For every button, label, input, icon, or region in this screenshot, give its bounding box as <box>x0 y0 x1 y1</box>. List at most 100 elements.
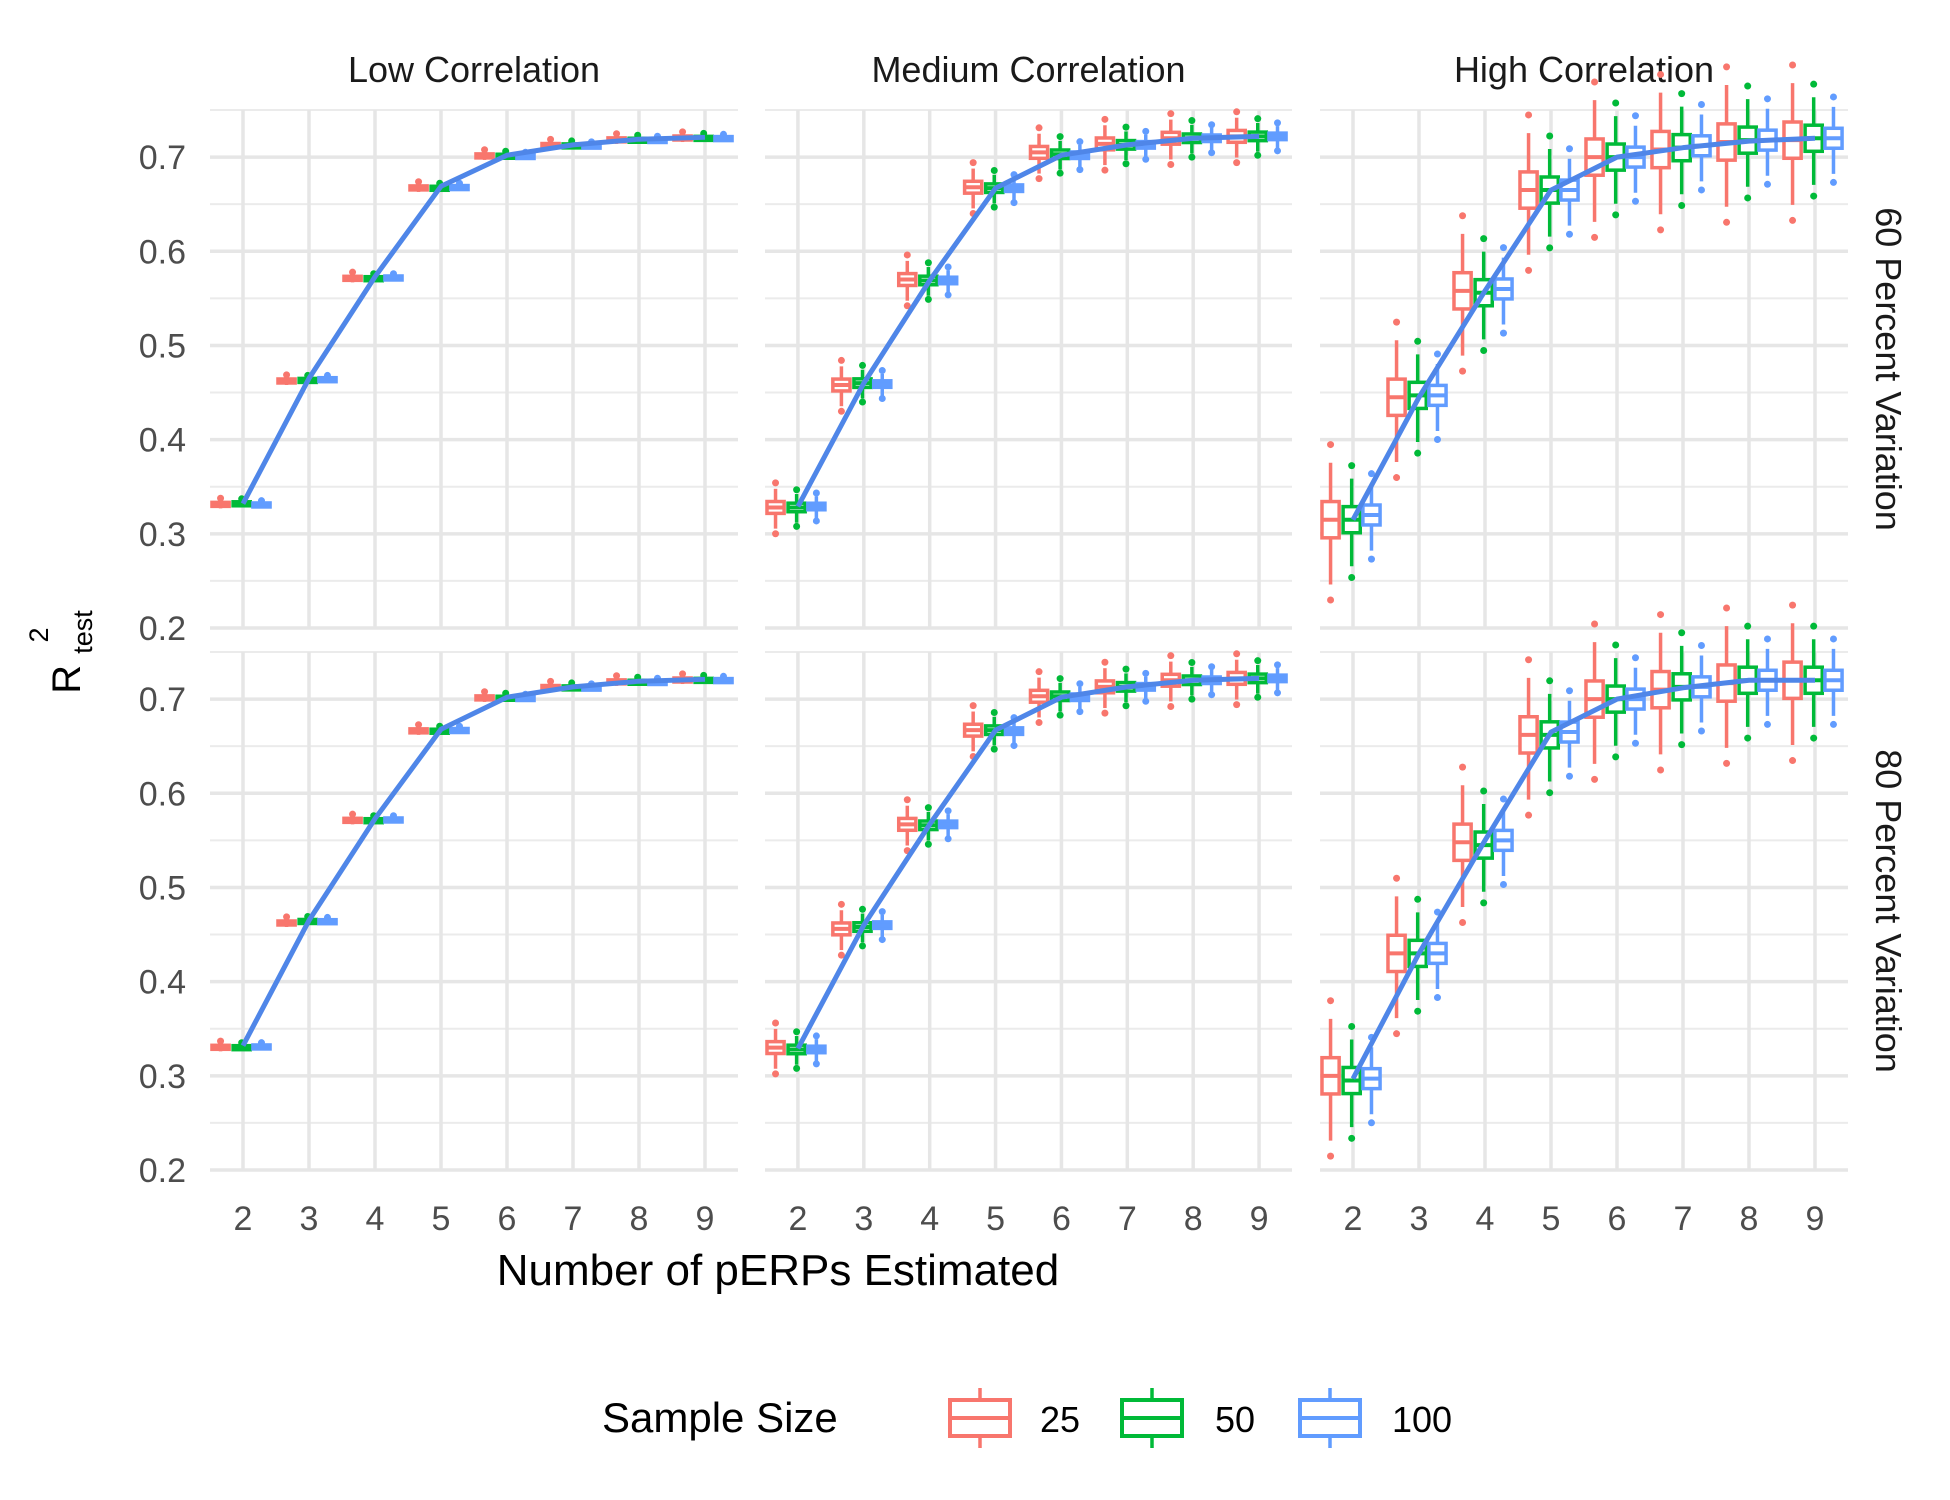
panel-marks-0-2 <box>1320 61 1844 604</box>
outlier-point <box>1565 145 1573 153</box>
box-1-1-4-0 <box>1028 668 1050 727</box>
outlier-point <box>1274 147 1282 155</box>
outlier-point <box>1565 230 1573 238</box>
outlier-point <box>878 936 886 944</box>
outlier-point <box>1657 70 1665 78</box>
outlier-point <box>1763 95 1771 103</box>
outlier-point <box>1142 155 1150 163</box>
outlier-point <box>1393 1030 1401 1038</box>
box-2-1-4-2 <box>1625 654 1646 747</box>
outlier-point <box>1167 161 1175 169</box>
outlier-point <box>837 951 845 959</box>
box-1-0-0-2 <box>806 489 827 525</box>
box-1-1-0-0 <box>765 1019 786 1078</box>
mean-trend-line <box>795 675 1260 1050</box>
x-tick-label: 6 <box>1608 1200 1627 1238</box>
outlier-point <box>415 721 423 729</box>
box-0-0-2-0 <box>342 268 363 283</box>
outlier-point <box>1612 641 1620 649</box>
box-2-1-0-0 <box>1320 997 1341 1160</box>
outlier-point <box>944 835 952 843</box>
outlier-point <box>903 796 911 804</box>
y-tick-label: 0.7 <box>139 681 186 719</box>
outlier-point <box>1546 132 1554 140</box>
outlier-point <box>924 840 932 848</box>
x-tick-label: 3 <box>1410 1200 1429 1238</box>
outlier-point <box>1591 233 1599 241</box>
outlier-point <box>323 913 331 921</box>
outlier-point <box>547 677 555 685</box>
y-tick-label: 0.3 <box>139 1058 186 1096</box>
x-tick-label: 8 <box>630 1200 649 1238</box>
outlier-point <box>1035 668 1043 676</box>
x-tick-label: 3 <box>854 1200 873 1238</box>
x-tick-label: 2 <box>1344 1200 1363 1238</box>
outlier-point <box>257 1039 265 1047</box>
box-1-0-1-0 <box>831 356 852 415</box>
outlier-point <box>679 670 687 678</box>
outlier-point <box>858 942 866 950</box>
outlier-point <box>1499 329 1507 337</box>
x-tick-label: 2 <box>788 1200 807 1238</box>
outlier-point <box>1546 789 1554 797</box>
x-tick-label: 7 <box>1118 1200 1137 1238</box>
outlier-point <box>1789 216 1797 224</box>
outlier-point <box>837 356 845 364</box>
panel-marks-0-1 <box>765 108 1288 538</box>
outlier-point <box>1367 1119 1375 1127</box>
y-axis-title-sub: test <box>68 610 98 654</box>
y-axis-title: R test <box>45 610 98 694</box>
box-2-0-0-0 <box>1320 441 1341 604</box>
outlier-point <box>1565 772 1573 780</box>
outlier-point <box>1612 211 1620 219</box>
outlier-point <box>1122 702 1130 710</box>
outlier-point <box>1233 701 1241 709</box>
outlier-point <box>812 489 820 497</box>
outlier-point <box>1723 218 1731 226</box>
box-2-1-7-0 <box>1782 601 1803 765</box>
outlier-point <box>1678 629 1686 637</box>
legend-label-50: 50 <box>1215 1399 1255 1440</box>
outlier-point <box>1167 703 1175 711</box>
box-2-0-3-2 <box>1559 145 1580 238</box>
box-2-0-7-2 <box>1823 93 1844 186</box>
outlier-point <box>858 905 866 913</box>
outlier-point <box>1612 753 1620 761</box>
outlier-point <box>283 913 291 921</box>
mean-trend-line <box>1350 135 1816 521</box>
outlier-point <box>793 1028 801 1036</box>
x-tick-label: 9 <box>696 1200 715 1238</box>
outlier-point <box>455 179 463 187</box>
outlier-point <box>1499 881 1507 889</box>
box-2-1-1-2 <box>1427 908 1448 1002</box>
box-0-0-1-0 <box>276 371 297 386</box>
box-0-0-0-0 <box>210 494 231 509</box>
outlier-point <box>1393 474 1401 482</box>
outlier-point <box>837 900 845 908</box>
outlier-point <box>1810 192 1818 200</box>
outlier-point <box>1744 194 1752 202</box>
outlier-point <box>1697 100 1705 108</box>
legend-label-100: 100 <box>1392 1399 1452 1440</box>
outlier-point <box>1327 596 1335 604</box>
strip-label-row-1: 80 Percent Variation <box>1868 749 1909 1073</box>
box-1-0-5-0 <box>1094 115 1116 174</box>
outlier-point <box>944 807 952 815</box>
outlier-point <box>1591 78 1599 86</box>
y-tick-label: 0.2 <box>139 1152 186 1190</box>
box-0-0-5-0 <box>540 135 561 150</box>
outlier-point <box>990 166 998 174</box>
panel-1-1 <box>765 651 1292 1172</box>
outlier-point <box>969 159 977 167</box>
box-1-1-0-1 <box>786 1028 807 1072</box>
outlier-point <box>547 135 555 143</box>
outlier-point <box>1433 436 1441 444</box>
panels-layer: Low Correlation Medium Correlation High Co… <box>139 49 1909 1238</box>
strip-label-row-0: 60 Percent Variation <box>1868 207 1909 531</box>
outlier-point <box>944 263 952 271</box>
outlier-point <box>1591 620 1599 628</box>
y-axis-title-sup: 2 <box>24 627 54 642</box>
outlier-point <box>878 908 886 916</box>
outlier-point <box>1035 175 1043 183</box>
box-2-1-3-0 <box>1518 656 1539 819</box>
